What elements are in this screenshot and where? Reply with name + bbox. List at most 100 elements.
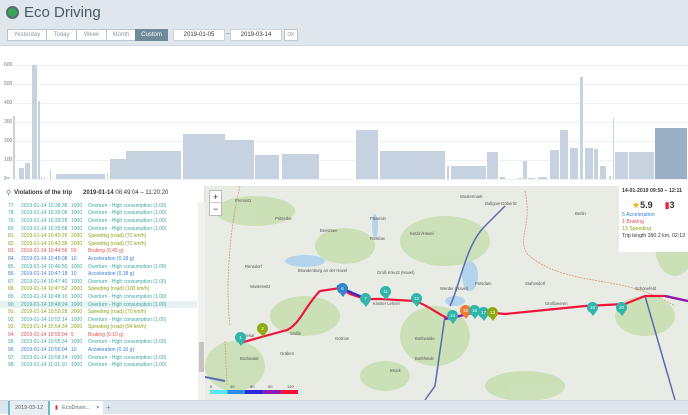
violation-row[interactable]: 82. 2019-01-14 10:42:38 2000 Speeding (road…	[0, 240, 197, 248]
violation-marker[interactable]: 20	[616, 302, 627, 316]
period-today-button[interactable]: Today	[46, 29, 77, 41]
chart-bar[interactable]	[518, 178, 523, 179]
violation-row[interactable]: 95. 2019-01-14 10:55:34 1000 Overturn - Hig…	[0, 339, 197, 347]
violation-row[interactable]: 83. 2019-01-14 10:44:56 50 Braking (0.45 g)	[0, 248, 197, 256]
violation-row[interactable]: 81. 2019-01-14 10:40:26 2000 Speeding (road…	[0, 232, 197, 240]
zoom-in-button[interactable]: +	[210, 191, 221, 203]
chart-bar[interactable]	[32, 65, 38, 179]
violation-row[interactable]: 80. 2019-01-14 10:39:58 1000 Overturn - Hig…	[0, 225, 197, 233]
violation-row[interactable]: 96. 2019-01-14 10:56:04 10 Acceleration (0.…	[0, 346, 197, 354]
chart-bar[interactable]	[44, 176, 46, 179]
violation-marker[interactable]: 16	[469, 305, 480, 319]
violation-row[interactable]: 93. 2019-01-14 10:54:34 2000 Speeding (road…	[0, 324, 197, 332]
chart-bar[interactable]	[19, 167, 25, 179]
violation-row[interactable]: 85. 2019-01-14 10:46:50 1000 Overturn - Hig…	[0, 263, 197, 271]
chart-bar[interactable]	[629, 152, 655, 179]
violation-marker[interactable]: 6	[337, 283, 348, 297]
tab-2019-03-12[interactable]: 2019-03-12	[8, 401, 48, 415]
violation-desc: Overturn - High consumption (1.00)	[88, 354, 167, 361]
chart-bar[interactable]	[4, 177, 11, 179]
chart-bar[interactable]	[615, 152, 629, 179]
chart-bar[interactable]	[600, 165, 607, 179]
chart-bar[interactable]	[487, 152, 499, 179]
violation-row[interactable]: 89. 2019-01-14 10:48:10 1000 Overturn - Hig…	[0, 293, 197, 301]
tab-ecodriving[interactable]: ▮ EcoDrivin... ×	[48, 401, 103, 415]
zoom-out-button[interactable]: −	[212, 204, 219, 214]
chart-bar[interactable]	[609, 176, 612, 179]
violation-row[interactable]: 94. 2019-01-14 10:55:04 5 Braking (0.10 g)	[0, 331, 197, 339]
violation-row[interactable]: 88. 2019-01-14 10:47:52 2000 Speeding (road…	[0, 286, 197, 294]
chart-bar[interactable]	[570, 147, 579, 179]
chart-bar[interactable]	[13, 116, 16, 179]
cards-icon: ▮	[664, 200, 670, 210]
chart-bar[interactable]	[356, 129, 379, 179]
violation-marker[interactable]: 7	[360, 293, 371, 307]
violation-desc: Overturn - High consumption (1.00)	[88, 202, 167, 209]
chart-bar[interactable]	[447, 165, 450, 179]
violation-time: 2019-01-14 10:39:58	[21, 225, 68, 232]
period-month-button[interactable]: Month	[106, 29, 136, 41]
violation-marker[interactable]: 1	[235, 332, 246, 346]
period-yesterday-button[interactable]: Yesterday	[7, 29, 47, 41]
violation-row[interactable]: 77. 2019-01-14 10:38:38 1000 Overturn - Hig…	[0, 202, 197, 210]
violation-marker[interactable]: 14	[447, 310, 458, 324]
chart-bar[interactable]	[594, 148, 599, 179]
scrollbar-thumb[interactable]	[199, 342, 204, 372]
violation-marker[interactable]: 15	[460, 305, 471, 319]
chart-bar[interactable]	[203, 140, 255, 179]
violation-row[interactable]: 97. 2019-01-14 10:58:14 1000 Overturn - Hig…	[0, 354, 197, 362]
grid-line	[13, 160, 688, 161]
chart-bar[interactable]	[655, 127, 688, 179]
violation-row[interactable]: 87. 2019-01-14 10:47:40 1000 Overturn - Hig…	[0, 278, 197, 286]
chart-bar[interactable]	[585, 147, 594, 179]
violation-row[interactable]: 86. 2019-01-14 10:47:18 10 Acceleration (0.…	[0, 270, 197, 278]
violation-marker[interactable]: 11	[380, 286, 391, 300]
chart-bar[interactable]	[538, 177, 548, 179]
chart-bar[interactable]	[528, 178, 536, 179]
chart-bar[interactable]	[523, 160, 528, 179]
violation-row[interactable]: 91. 2019-01-14 10:50:28 2000 Speeding (road…	[0, 308, 197, 316]
violation-marker[interactable]: 17	[478, 307, 489, 321]
chart-bar[interactable]	[107, 173, 109, 179]
chart-bar[interactable]	[282, 154, 320, 179]
violation-row[interactable]: 92. 2019-01-14 10:52:14 1000 Overturn - Hig…	[0, 316, 197, 324]
violation-row[interactable]: 84. 2019-01-14 10:45:08 10 Acceleration (0.…	[0, 255, 197, 263]
chart-bar[interactable]	[41, 176, 43, 179]
date-from-input[interactable]: 2019-01-05	[173, 29, 225, 41]
violations-list[interactable]: 77. 2019-01-14 10:38:38 1000 Overturn - Hig…	[0, 202, 197, 400]
chart-bar[interactable]	[126, 151, 182, 179]
violations-scrollbar[interactable]	[198, 202, 205, 400]
chart-bar[interactable]	[380, 151, 446, 179]
violation-row[interactable]: 90. 2019-01-14 10:48:24 1000 Overturn - Hig…	[0, 300, 197, 309]
chart-bar[interactable]	[38, 101, 41, 179]
acceleration-count: 5 Acceleration	[622, 212, 655, 218]
chart-bar[interactable]	[25, 162, 31, 179]
chart-bar[interactable]	[50, 170, 52, 179]
violation-marker[interactable]: 13	[487, 307, 498, 321]
violation-row[interactable]: 78. 2019-01-14 10:39:06 1000 Overturn - Hig…	[0, 210, 197, 218]
add-tab-button[interactable]: +	[106, 403, 111, 412]
chart-bar[interactable]	[560, 129, 569, 179]
chart-bar[interactable]	[56, 174, 106, 179]
violation-n: 89.	[8, 293, 15, 300]
chart-bar[interactable]	[500, 177, 506, 179]
close-tab-icon[interactable]: ×	[96, 405, 100, 411]
chart-bar[interactable]	[580, 77, 584, 179]
chart-bar[interactable]	[613, 118, 615, 179]
speeding-count: 13 Speeding	[622, 226, 652, 232]
chart-bar[interactable]	[550, 149, 560, 179]
ok-button[interactable]: OK	[284, 29, 298, 41]
violation-marker[interactable]: 2	[257, 323, 268, 337]
chart-bar[interactable]	[255, 155, 280, 179]
map-place-label: Päwesin	[370, 216, 386, 221]
chart-bar[interactable]	[458, 165, 487, 179]
violation-marker[interactable]: 19	[587, 302, 598, 316]
violation-row[interactable]: 79. 2019-01-14 10:39:28 1000 Overturn - Hig…	[0, 217, 197, 225]
date-to-input[interactable]: 2019-03-14	[230, 29, 282, 41]
y-tick: 600	[4, 62, 13, 68]
trip-map[interactable]: Premnitz Pritzerbe Beetzsee Päwesin Roskow Ke…	[205, 186, 688, 400]
period-week-button[interactable]: Week	[76, 29, 107, 41]
violation-row[interactable]: 98. 2019-01-14 11:01:10 1000 Overturn - Hig…	[0, 361, 197, 369]
violation-marker[interactable]: 12	[411, 293, 422, 307]
period-custom-button[interactable]: Custom	[135, 29, 168, 41]
